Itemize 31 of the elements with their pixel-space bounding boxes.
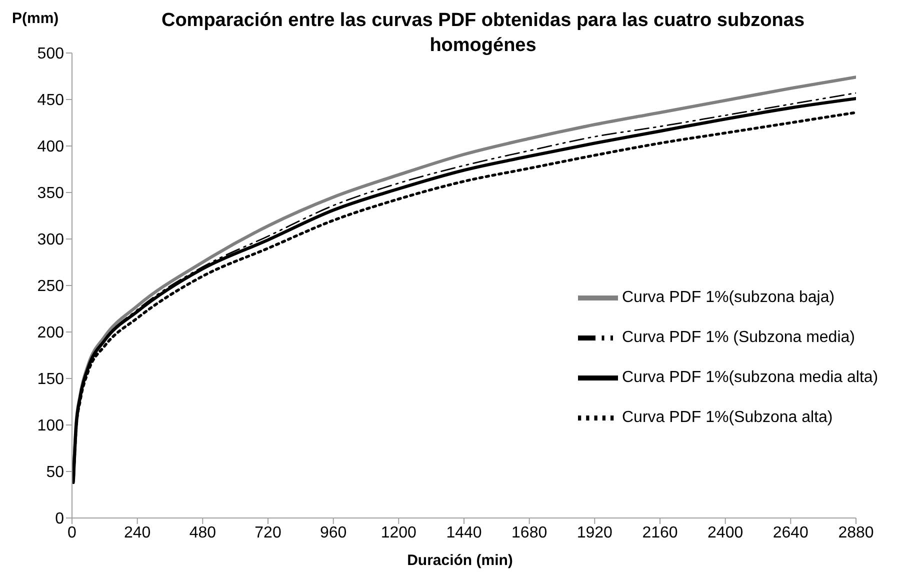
x-tick-label: 2400 xyxy=(708,524,744,542)
x-tick-label: 2160 xyxy=(642,524,678,542)
y-tick-label: 350 xyxy=(37,185,64,202)
y-tick-label: 300 xyxy=(37,232,64,249)
y-axis-title: P(mm) xyxy=(12,10,59,27)
legend-label: Curva PDF 1%(Subzona alta) xyxy=(622,409,833,426)
x-tick-label: 0 xyxy=(68,524,77,542)
x-tick-label: 720 xyxy=(254,524,282,542)
y-tick-label: 200 xyxy=(37,324,64,342)
y-tick-label: 50 xyxy=(46,464,64,482)
x-tick-label: 2640 xyxy=(772,524,809,542)
chart-title: Comparación entre las curvas PDF obtenidas para las cuatro subzonas homogénes xyxy=(160,9,806,58)
y-tick-label: 500 xyxy=(37,46,64,63)
y-tick-label: 400 xyxy=(37,138,64,156)
x-axis-title: Duración (min) xyxy=(406,552,514,569)
x-tick-label: 480 xyxy=(189,524,216,542)
y-tick-label: 100 xyxy=(37,418,64,435)
y-tick-label: 0 xyxy=(55,510,64,528)
y-tick-label: 150 xyxy=(37,371,64,388)
legend-label: Curva PDF 1%(subzona media alta) xyxy=(622,369,878,386)
x-tick-label: 1440 xyxy=(446,524,482,542)
legend-label: Curva PDF 1%(subzona baja) xyxy=(622,289,835,306)
legend-label: Curva PDF 1% (Subzona media) xyxy=(622,329,855,346)
x-tick-label: 2880 xyxy=(838,524,874,542)
x-tick-label: 240 xyxy=(124,524,151,542)
x-tick-label: 1920 xyxy=(576,524,613,542)
x-tick-label: 1680 xyxy=(512,524,548,542)
y-tick-label: 250 xyxy=(37,278,64,296)
y-tick-label: 450 xyxy=(37,92,64,110)
x-tick-label: 1200 xyxy=(380,524,417,542)
x-tick-label: 960 xyxy=(320,524,347,542)
